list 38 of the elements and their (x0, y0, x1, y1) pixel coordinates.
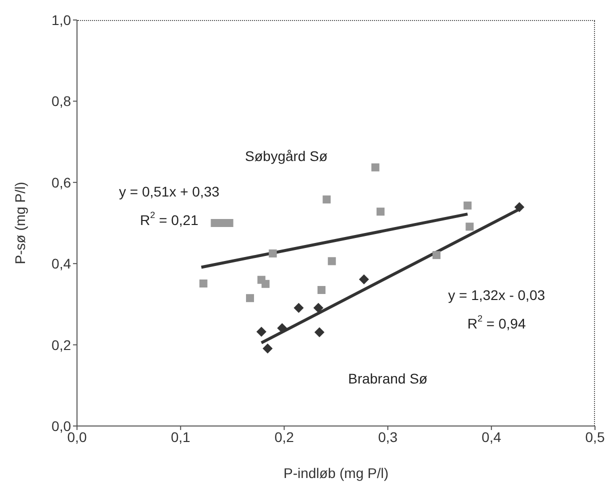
point (268, 249, 277, 258)
point (199, 279, 208, 288)
point (358, 274, 369, 284)
point (256, 326, 266, 337)
annotation: R$^{2}$ = 0,21 (140, 210, 199, 228)
point (376, 208, 385, 216)
point (464, 202, 472, 210)
point (262, 343, 273, 354)
y-tick-label: 0,8 (52, 93, 72, 110)
point (313, 302, 324, 313)
point (225, 219, 234, 227)
y-tick-label: 0,2 (52, 336, 72, 353)
point (246, 294, 254, 302)
x-tick-label: 0,4 (482, 428, 502, 445)
x-axis-title: P-indløb (mg P/l) (283, 465, 389, 481)
point (371, 163, 380, 172)
point (432, 251, 440, 260)
x-tick-label: 0,3 (378, 428, 398, 445)
point (322, 195, 331, 204)
annotation: y = 0,51x + 0,33 (119, 184, 220, 200)
point (466, 222, 474, 231)
annotation: R$^{2}$ = 0,94 (467, 313, 526, 332)
annotation: Brabrand Sø (348, 370, 428, 386)
y-axis-title: P-sø (mg P/l) (12, 182, 28, 264)
x-tick-label: 0,2 (274, 428, 294, 445)
y-tick-label: 0,6 (52, 174, 72, 190)
point (294, 302, 304, 313)
point (314, 327, 324, 338)
x-tick-label: 0,1 (170, 428, 191, 445)
point (514, 202, 524, 212)
point (317, 286, 326, 294)
annotation: Søbygård Sø (245, 148, 328, 164)
y-tick-label: 0,4 (52, 256, 72, 272)
point (328, 257, 336, 266)
x-tick-label: 0,5 (585, 428, 605, 445)
point (262, 280, 270, 288)
y-tick-label: 1,0 (52, 12, 72, 28)
annotation: y = 1,32x - 0,03 (448, 286, 546, 303)
